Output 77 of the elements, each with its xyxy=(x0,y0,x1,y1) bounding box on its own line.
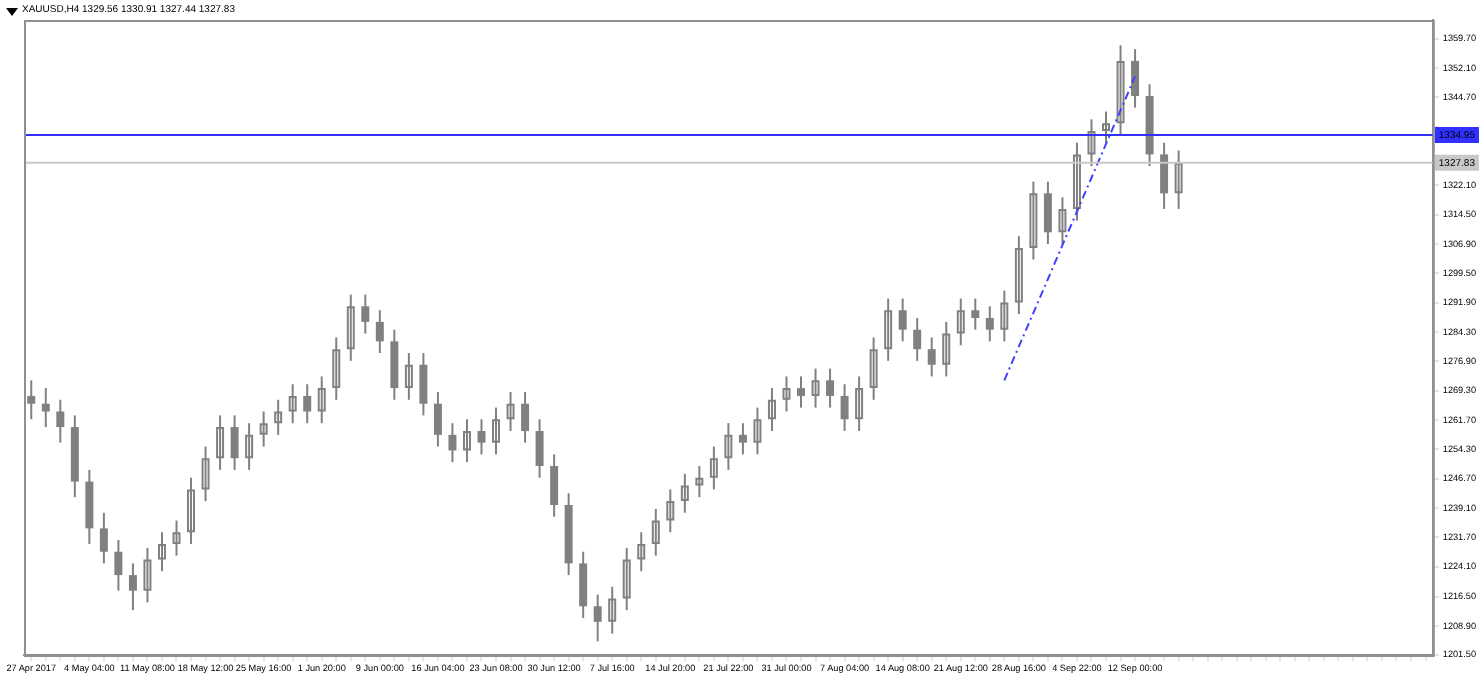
candlestick xyxy=(884,297,893,362)
candlestick xyxy=(521,391,530,444)
candlestick xyxy=(85,468,94,545)
candlestick xyxy=(913,317,922,362)
candlestick xyxy=(666,488,675,534)
candlestick xyxy=(1014,235,1023,316)
candlestick xyxy=(346,293,355,362)
candlestick xyxy=(419,352,428,417)
candlestick xyxy=(41,387,50,429)
candlestick xyxy=(651,507,660,557)
candlestick xyxy=(1160,141,1169,210)
candlestick xyxy=(187,476,196,545)
candlestick xyxy=(27,379,36,421)
candlestick xyxy=(492,406,501,456)
candlestick xyxy=(477,418,486,456)
candlestick xyxy=(724,422,733,471)
candlestick xyxy=(680,472,689,514)
candlestick xyxy=(637,531,646,573)
candlestick xyxy=(927,336,936,378)
candlestick xyxy=(375,309,384,355)
candlestick xyxy=(753,406,762,456)
candlestick xyxy=(274,398,283,436)
candlestick xyxy=(985,305,994,343)
candlestick xyxy=(288,383,297,425)
candlestick xyxy=(1029,180,1038,261)
candlestick xyxy=(956,297,965,347)
candlestick xyxy=(1087,118,1096,168)
candlestick xyxy=(404,352,413,401)
candlestick xyxy=(172,519,181,557)
candlestick xyxy=(143,546,152,604)
candlestick xyxy=(201,445,210,503)
candlestick xyxy=(317,375,326,425)
candlestick xyxy=(216,414,225,471)
candlestick xyxy=(114,539,123,592)
candlestick xyxy=(506,391,515,432)
candlestick xyxy=(709,445,718,491)
candlestick xyxy=(782,375,791,413)
candlestick xyxy=(1043,180,1052,245)
candlestick xyxy=(855,375,864,432)
candlestick xyxy=(608,585,617,635)
candlestick xyxy=(303,383,312,425)
candlestick xyxy=(1072,141,1081,222)
candlestick xyxy=(695,465,704,499)
candlestick xyxy=(157,531,166,573)
candlestick xyxy=(898,297,907,343)
candlestick xyxy=(811,367,820,409)
candlestick xyxy=(971,297,980,331)
candlestick xyxy=(56,398,65,444)
candlestick xyxy=(433,391,442,448)
candlestick xyxy=(767,387,776,432)
candlestick xyxy=(738,422,747,456)
candlestick xyxy=(593,593,602,643)
candlestick xyxy=(230,414,239,471)
candlestick xyxy=(797,375,806,409)
candlestick xyxy=(128,562,137,612)
candlestick xyxy=(1116,44,1125,136)
candlestick xyxy=(245,422,254,471)
candlestick xyxy=(550,453,559,518)
candlestick xyxy=(1000,289,1009,343)
candlestick xyxy=(332,336,341,401)
candlestick xyxy=(361,293,370,335)
candlestick xyxy=(1174,149,1183,210)
candlestick xyxy=(1058,196,1067,245)
candlestick xyxy=(840,383,849,432)
candlestick xyxy=(259,410,268,448)
candlestick xyxy=(1131,48,1140,109)
candlestick xyxy=(826,367,835,409)
candlestick xyxy=(942,320,951,378)
candlestick xyxy=(462,418,471,464)
candlestick xyxy=(448,422,457,464)
candlestick xyxy=(869,336,878,401)
candlestick xyxy=(535,418,544,479)
candlestick xyxy=(1102,110,1110,144)
candlestick xyxy=(579,550,588,619)
candlestick xyxy=(99,511,108,565)
candlestick xyxy=(622,546,631,612)
candlestick xyxy=(390,328,399,401)
